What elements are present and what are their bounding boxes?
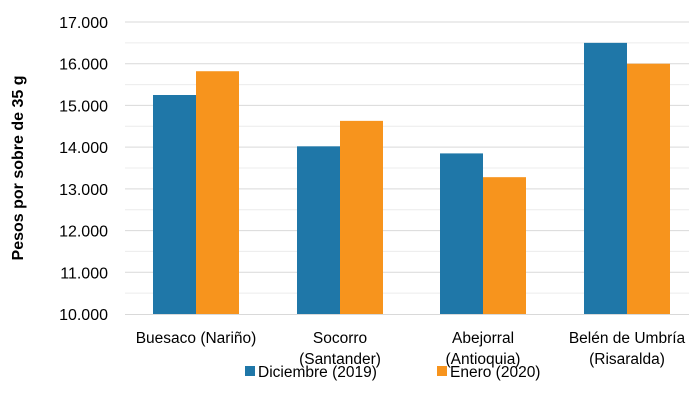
category-label: Buesaco (Nariño): [136, 330, 257, 347]
bar-enero-2020-2: [483, 177, 526, 314]
bars: [153, 42, 670, 314]
category-label: (Risaralda): [589, 351, 665, 368]
legend-label: Enero (2020): [450, 364, 540, 381]
y-tick-label: 12.000: [59, 224, 108, 241]
bar-enero-2020-3: [627, 63, 670, 314]
category-label: Belén de Umbría: [569, 330, 686, 347]
y-axis-ticks: 10.000 11.000 12.000 13.000 14.000 15.000 16.0…: [59, 15, 108, 324]
category-label: (Santander): [299, 351, 381, 368]
category-label: Abejorral: [452, 330, 514, 347]
bar-diciembre-2019-2: [440, 153, 483, 314]
legend-label: Diciembre (2019): [258, 364, 377, 381]
y-tick-label: 16.000: [59, 57, 108, 74]
y-tick-label: 17.000: [59, 15, 108, 32]
legend-swatch: [245, 366, 255, 376]
bar-enero-2020-1: [340, 120, 383, 314]
bar-enero-2020-0: [196, 71, 239, 314]
category-label: (Antioquia): [446, 351, 521, 368]
y-tick-label: 15.000: [59, 98, 108, 115]
y-axis-title: Pesos por sobre de 35 g: [10, 76, 27, 261]
bar-diciembre-2019-0: [153, 95, 196, 314]
legend: Diciembre (2019) Enero (2020): [245, 364, 540, 381]
y-tick-label: 11.000: [60, 265, 108, 282]
y-tick-label: 10.000: [59, 307, 108, 324]
x-axis-labels: Buesaco (Nariño) Socorro (Santander) Abejor…: [136, 330, 686, 368]
legend-swatch: [437, 366, 447, 376]
y-tick-label: 14.000: [59, 140, 108, 157]
bar-diciembre-2019-1: [297, 146, 340, 314]
y-tick-label: 13.000: [59, 182, 108, 199]
bar-diciembre-2019-3: [584, 42, 627, 314]
category-label: Socorro: [313, 330, 367, 347]
